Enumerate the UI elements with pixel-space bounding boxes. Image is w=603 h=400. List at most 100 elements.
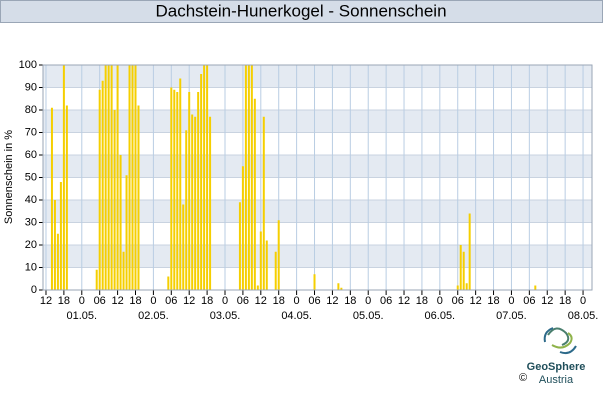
x-tick-label: 0 [365,295,371,307]
bar [200,74,203,290]
bar [50,107,53,290]
bar [179,78,182,290]
bar [238,202,241,290]
bar [95,269,98,290]
x-tick-label: 06 [94,295,106,307]
date-label: 02.05. [138,310,169,322]
x-tick-label: 18 [273,295,285,307]
date-label: 01.05. [66,310,97,322]
band [43,155,592,178]
bar [65,105,68,290]
bar [182,204,185,290]
bar [534,285,537,290]
date-label: 04.05. [281,310,312,322]
bar [262,116,265,290]
date-label: 03.05. [210,310,241,322]
x-tick-label: 12 [398,295,410,307]
date-label: 05.05. [353,310,384,322]
bar [197,92,200,290]
y-tick-label: 100 [19,59,37,71]
bar [265,240,268,290]
bar [101,80,104,290]
bar [176,92,179,290]
y-tick-label: 40 [25,194,37,206]
bar [104,65,107,290]
bar [98,89,101,290]
date-label: 06.05. [425,310,456,322]
x-tick-label: 06 [452,295,464,307]
y-tick-label: 60 [25,149,37,161]
bar [185,130,188,290]
bar [122,251,125,290]
bar [167,276,170,290]
bar [462,251,465,290]
bar [110,65,113,290]
x-tick-label: 12 [111,295,123,307]
plot: 0 10 20 30 40 50 60 70 80 90 100 12 18 0 06 12 18 0 06 12 18… [19,59,599,322]
band [43,110,592,133]
x-tick-label: 06 [237,295,249,307]
band [43,245,592,268]
band [43,200,592,223]
x-tick-label: 18 [487,295,499,307]
x-tick-label: 0 [222,295,228,307]
x-tick-label: 18 [201,295,213,307]
bar [241,166,244,290]
date-label: 08.05. [568,310,599,322]
bar [203,65,206,290]
y-tick-label: 80 [25,104,37,116]
x-tick-label: 0 [437,295,443,307]
bar [53,200,56,290]
x-tick-label: 06 [165,295,177,307]
x-tick-label: 06 [523,295,535,307]
bar [107,65,110,290]
bar [116,65,119,290]
y-tick-label: 30 [25,216,37,228]
x-tick-label: 06 [380,295,392,307]
x-tick-label: 0 [294,295,300,307]
bar [137,105,140,290]
bar [128,65,131,290]
bar [253,98,256,290]
brand: GeoSphere [527,361,586,373]
x-tick-label: 12 [326,295,338,307]
bar [209,116,212,290]
x-tick-label: 18 [129,295,141,307]
x-tick-label: 12 [470,295,482,307]
x-tick-label: 0 [150,295,156,307]
bar [256,285,259,290]
bar [119,155,122,290]
bar [125,175,128,290]
bar [188,92,191,290]
date-label: 07.05. [496,310,527,322]
x-tick-label: 12 [255,295,267,307]
plot-frame [42,64,593,291]
bar [250,65,253,290]
bar [173,89,176,290]
y-axis-label: Sonnenschein in % [3,130,15,224]
x-tick-label: 18 [58,295,70,307]
bar [247,65,250,290]
bar [313,274,316,290]
band [43,65,592,88]
bar [259,231,262,290]
bar [191,114,194,290]
y-tick-label: 0 [31,284,37,296]
x-tick-label: 18 [344,295,356,307]
bar [274,251,277,290]
bar [465,283,468,290]
y-tick-label: 20 [25,239,37,251]
bar [62,65,65,290]
x-tick-label: 18 [559,295,571,307]
x-tick-label: 12 [541,295,553,307]
bar [456,285,459,290]
copyright: © [519,372,527,384]
x-tick-label: 0 [79,295,85,307]
bar [340,287,343,290]
bar [113,110,116,290]
bar [59,182,62,290]
y-tick-label: 10 [25,261,37,273]
x-tick-label: 12 [183,295,195,307]
bar [277,220,280,290]
